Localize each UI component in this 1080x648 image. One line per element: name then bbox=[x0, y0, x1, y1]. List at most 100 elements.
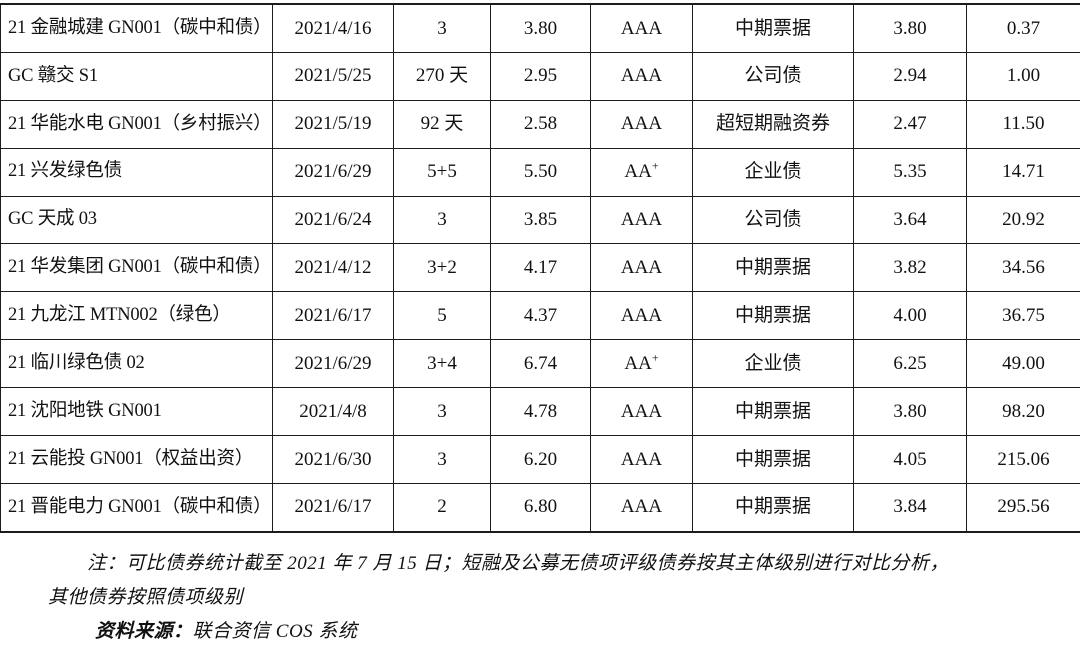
cell-bond-type: 中期票据 bbox=[692, 482, 854, 533]
source-note: 资料来源：联合资信 COS 系统 bbox=[0, 615, 1080, 648]
cell-bond-name: GC 赣交 S1 bbox=[0, 51, 273, 101]
cell-bond-type: 超短期融资券 bbox=[692, 99, 854, 149]
cell-credit-rating: AA+ bbox=[590, 147, 693, 197]
cell-coupon-rate: 2.58 bbox=[490, 99, 591, 149]
cell-spread-value: 49.00 bbox=[966, 339, 1080, 389]
cell-term: 5+5 bbox=[393, 147, 491, 197]
cell-comparable-rate: 2.94 bbox=[853, 51, 967, 101]
cell-term: 3 bbox=[393, 3, 491, 53]
table-row: GC 天成 03 2021/6/24 3 3.85 AAA 公司债 3.64 20.92 bbox=[0, 195, 1080, 245]
cell-bond-type: 中期票据 bbox=[692, 3, 854, 53]
cell-coupon-rate: 4.78 bbox=[490, 387, 591, 437]
cell-spread-value: 34.56 bbox=[966, 243, 1080, 293]
cell-term: 5 bbox=[393, 291, 491, 341]
cell-issue-date: 2021/4/12 bbox=[272, 243, 394, 293]
cell-bond-type: 中期票据 bbox=[692, 387, 854, 437]
cell-coupon-rate: 4.17 bbox=[490, 243, 591, 293]
cell-credit-rating: AAA bbox=[590, 291, 693, 341]
cell-issue-date: 2021/5/25 bbox=[272, 51, 394, 101]
cell-term: 3 bbox=[393, 195, 491, 245]
cell-credit-rating: AAA bbox=[590, 435, 693, 484]
table-row: 21 九龙江 MTN002（绿色） 2021/6/17 5 4.37 AAA 中期票据 4.… bbox=[0, 291, 1080, 341]
cell-issue-date: 2021/6/29 bbox=[272, 147, 394, 197]
cell-spread-value: 1.00 bbox=[966, 51, 1080, 101]
cell-credit-rating: AAA bbox=[590, 51, 693, 101]
cell-bond-name: 21 晋能电力 GN001（碳中和债） bbox=[0, 482, 273, 533]
cell-term: 92 天 bbox=[393, 99, 491, 149]
cell-bond-name: 21 云能投 GN001（权益出资） bbox=[0, 435, 273, 484]
cell-comparable-rate: 3.80 bbox=[853, 387, 967, 437]
source-label: 资料来源： bbox=[95, 620, 193, 642]
cell-spread-value: 11.50 bbox=[966, 99, 1080, 149]
cell-credit-rating: AAA bbox=[590, 387, 693, 437]
cell-bond-name: GC 天成 03 bbox=[0, 195, 273, 245]
cell-comparable-rate: 3.80 bbox=[853, 3, 967, 53]
cell-credit-rating: AAA bbox=[590, 3, 693, 53]
cell-coupon-rate: 3.80 bbox=[490, 3, 591, 53]
table-row: 21 华发集团 GN001（碳中和债） 2021/4/12 3+2 4.17 AAA 中期… bbox=[0, 243, 1080, 293]
cell-bond-name: 21 金融城建 GN001（碳中和债） bbox=[0, 3, 273, 53]
cell-credit-rating: AAA bbox=[590, 195, 693, 245]
cell-issue-date: 2021/4/16 bbox=[272, 3, 394, 53]
cell-issue-date: 2021/5/19 bbox=[272, 99, 394, 149]
cell-spread-value: 14.71 bbox=[966, 147, 1080, 197]
cell-comparable-rate: 3.84 bbox=[853, 482, 967, 533]
cell-issue-date: 2021/6/17 bbox=[272, 482, 394, 533]
cell-bond-type: 中期票据 bbox=[692, 243, 854, 293]
rating-superscript: + bbox=[651, 350, 659, 365]
cell-term: 3 bbox=[393, 435, 491, 484]
cell-coupon-rate: 2.95 bbox=[490, 51, 591, 101]
cell-coupon-rate: 4.37 bbox=[490, 291, 591, 341]
cell-credit-rating: AAA bbox=[590, 243, 693, 293]
cell-issue-date: 2021/6/24 bbox=[272, 195, 394, 245]
table-note-line2: 其他债券按照债项级别 bbox=[48, 586, 244, 608]
cell-credit-rating: AAA bbox=[590, 99, 693, 149]
cell-term: 3 bbox=[393, 387, 491, 437]
cell-issue-date: 2021/6/29 bbox=[272, 339, 394, 389]
table-row: 21 金融城建 GN001（碳中和债） 2021/4/16 3 3.80 AAA 中期票据… bbox=[0, 3, 1080, 53]
cell-credit-rating: AA+ bbox=[590, 339, 693, 389]
cell-coupon-rate: 6.80 bbox=[490, 482, 591, 533]
cell-comparable-rate: 4.05 bbox=[853, 435, 967, 484]
cell-bond-type: 中期票据 bbox=[692, 435, 854, 484]
cell-bond-type: 公司债 bbox=[692, 51, 854, 101]
cell-term: 3+2 bbox=[393, 243, 491, 293]
cell-coupon-rate: 6.20 bbox=[490, 435, 591, 484]
cell-spread-value: 0.37 bbox=[966, 3, 1080, 53]
cell-comparable-rate: 2.47 bbox=[853, 99, 967, 149]
cell-issue-date: 2021/4/8 bbox=[272, 387, 394, 437]
cell-issue-date: 2021/6/17 bbox=[272, 291, 394, 341]
cell-coupon-rate: 3.85 bbox=[490, 195, 591, 245]
table-row: 21 临川绿色债 02 2021/6/29 3+4 6.74 AA+ 企业债 6.25 49.… bbox=[0, 339, 1080, 389]
document-page: 21 金融城建 GN001（碳中和债） 2021/4/16 3 3.80 AAA 中期票据… bbox=[0, 3, 1080, 648]
table-row: 21 华能水电 GN001（乡村振兴） 2021/5/19 92 天 2.58 AAA 超… bbox=[0, 99, 1080, 149]
cell-spread-value: 295.56 bbox=[966, 482, 1080, 533]
cell-bond-name: 21 临川绿色债 02 bbox=[0, 339, 273, 389]
cell-bond-name: 21 沈阳地铁 GN001 bbox=[0, 387, 273, 437]
cell-term: 2 bbox=[393, 482, 491, 533]
cell-comparable-rate: 4.00 bbox=[853, 291, 967, 341]
cell-bond-type: 中期票据 bbox=[692, 291, 854, 341]
table-row: GC 赣交 S1 2021/5/25 270 天 2.95 AAA 公司债 2.94 1.00 bbox=[0, 51, 1080, 101]
cell-comparable-rate: 5.35 bbox=[853, 147, 967, 197]
cell-bond-type: 企业债 bbox=[692, 147, 854, 197]
cell-comparable-rate: 6.25 bbox=[853, 339, 967, 389]
bond-comparison-table: 21 金融城建 GN001（碳中和债） 2021/4/16 3 3.80 AAA 中期票据… bbox=[0, 3, 1080, 533]
cell-bond-type: 企业债 bbox=[692, 339, 854, 389]
table-notes: 注：可比债券统计截至 2021 年 7 月 15 日；短融及公募无债项评级债券按… bbox=[0, 547, 1080, 648]
table-row: 21 兴发绿色债 2021/6/29 5+5 5.50 AA+ 企业债 5.35 14.71 bbox=[0, 147, 1080, 197]
cell-spread-value: 98.20 bbox=[966, 387, 1080, 437]
cell-spread-value: 215.06 bbox=[966, 435, 1080, 484]
cell-credit-rating: AAA bbox=[590, 482, 693, 533]
cell-bond-name: 21 兴发绿色债 bbox=[0, 147, 273, 197]
cell-bond-type: 公司债 bbox=[692, 195, 854, 245]
cell-term: 270 天 bbox=[393, 51, 491, 101]
table-note-line1: 注：可比债券统计截至 2021 年 7 月 15 日；短融及公募无债项评级债券按… bbox=[87, 552, 950, 574]
bond-table-body: 21 金融城建 GN001（碳中和债） 2021/4/16 3 3.80 AAA 中期票据… bbox=[0, 3, 1080, 533]
table-row: 21 晋能电力 GN001（碳中和债） 2021/6/17 2 6.80 AAA 中期票据… bbox=[0, 482, 1080, 533]
cell-issue-date: 2021/6/30 bbox=[272, 435, 394, 484]
table-row: 21 云能投 GN001（权益出资） 2021/6/30 3 6.20 AAA 中期票据 4… bbox=[0, 435, 1080, 484]
table-row: 21 沈阳地铁 GN001 2021/4/8 3 4.78 AAA 中期票据 3.80 98.… bbox=[0, 387, 1080, 437]
cell-term: 3+4 bbox=[393, 339, 491, 389]
cell-bond-name: 21 华能水电 GN001（乡村振兴） bbox=[0, 99, 273, 149]
